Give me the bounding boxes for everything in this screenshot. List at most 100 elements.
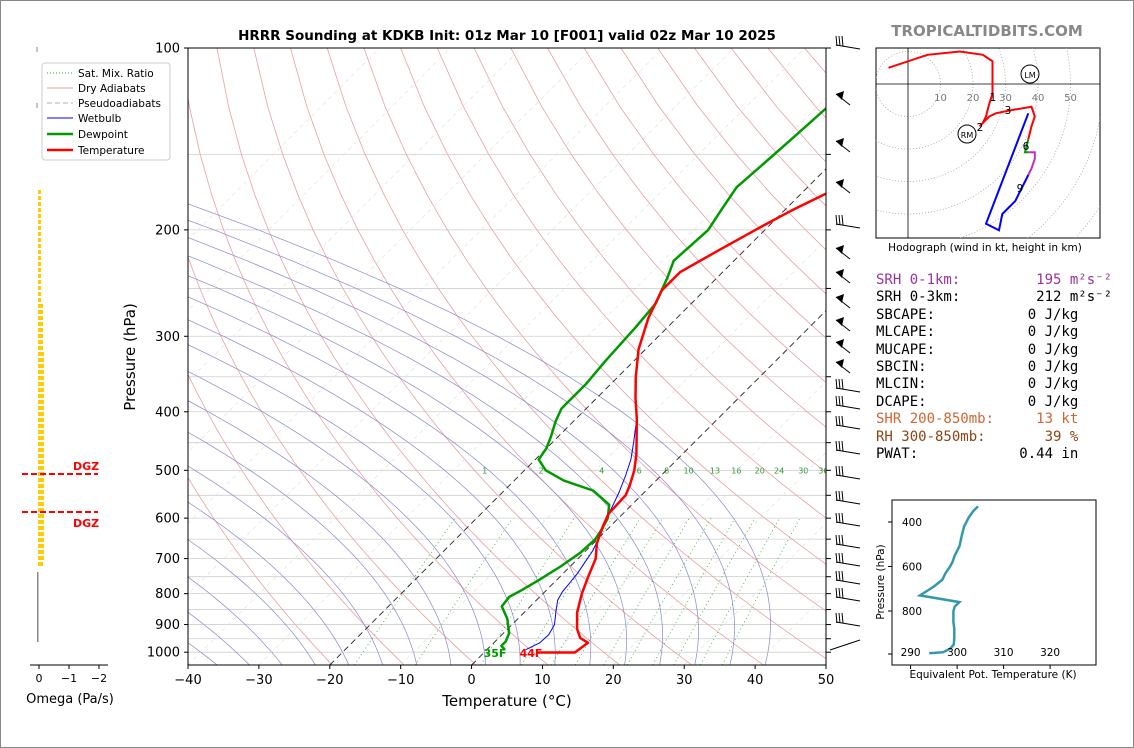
skewt-axes: 35F 44F −40 −30 −20 −10 0 10 20 30 40 50 100 200 300 40… <box>147 42 834 689</box>
moist-adiabat <box>188 465 384 665</box>
isotherm-faint <box>188 48 735 595</box>
moist-adiabat <box>188 501 350 665</box>
mixing-ratio-line <box>521 517 613 665</box>
wind-barb-pennant <box>836 269 844 278</box>
theta-e-xlabel: Equivalent Pot. Temperature (K) <box>909 669 1076 681</box>
wind-barb-flag <box>835 570 838 582</box>
wind-barb-flag <box>841 570 844 582</box>
wind-barb-flag <box>835 552 838 564</box>
omega-bar <box>38 346 43 350</box>
omega-bar <box>38 268 41 272</box>
x-tick-label: 40 <box>747 673 764 688</box>
theta-e-line <box>916 505 979 655</box>
hodograph-height-label: 6 <box>1023 141 1030 153</box>
wind-barb-flag <box>841 378 844 390</box>
wind-barb-flag <box>841 512 844 524</box>
dry-adiabat <box>326 48 826 660</box>
omega-bar <box>38 298 41 302</box>
mixing-ratio-label: 24 <box>774 467 784 476</box>
legend-label-wetbulb: Wetbulb <box>78 113 122 125</box>
wind-barb-flag <box>838 490 841 502</box>
wind-barb-flag <box>835 534 838 546</box>
moist-adiabat <box>188 611 250 665</box>
legend-label-pseudo: Pseudoadiabats <box>78 98 161 110</box>
omega-bar <box>38 238 41 242</box>
wind-barb-flag <box>838 552 841 564</box>
mixing-ratio-label: 10 <box>684 467 694 476</box>
mixing-ratio-label: 36 <box>818 467 828 476</box>
param-value: 0 J/kg <box>1010 306 1079 323</box>
wind-barb-flag <box>841 534 844 546</box>
omega-bar <box>38 190 41 194</box>
hodograph-ring-label: 20 <box>967 93 980 104</box>
theta-e-x-label: 310 <box>994 647 1014 659</box>
param-row: DCAPE: 0 J/kg <box>876 394 1112 411</box>
x-tick-label: 50 <box>818 673 835 688</box>
wind-barb-flag <box>838 35 841 47</box>
y-tick-label: 800 <box>155 587 180 602</box>
theta-e-x-label: 300 <box>947 647 967 659</box>
param-row: RH 300-850mb: 39 % <box>876 429 1112 446</box>
wind-barb-flag <box>838 395 841 407</box>
dry-adiabat <box>473 48 826 473</box>
mixing-ratio-line <box>699 518 780 665</box>
omega-bar <box>38 280 41 284</box>
omega-bar <box>38 358 44 362</box>
temperature-line <box>537 192 826 654</box>
dgz-bottom-label: DGZ <box>73 517 99 530</box>
y-tick-label: 100 <box>155 42 180 57</box>
mixing-ratio-label: 1 <box>482 467 487 476</box>
mixing-ratio-line <box>414 517 513 665</box>
param-label: SRH 0-3km: <box>876 289 1011 306</box>
wind-barb-flag <box>835 395 838 407</box>
omega-bar <box>38 424 44 428</box>
omega-bar <box>38 286 41 290</box>
hodograph-height-label: 3 <box>1005 105 1012 117</box>
omega-bar <box>38 226 41 230</box>
y-tick-label: 1000 <box>147 646 180 661</box>
legend-label-dry: Dry Adiabats <box>78 83 146 95</box>
wind-barbs <box>829 35 861 651</box>
wind-barb-flag <box>835 440 838 452</box>
omega-bar <box>38 220 41 224</box>
omega-tick-label: −1 <box>61 672 77 685</box>
param-row: SBCAPE: 0 J/kg <box>876 307 1112 324</box>
omega-bar <box>38 364 44 368</box>
omega-bar <box>38 442 44 446</box>
mixing-ratio-line <box>721 518 801 665</box>
wind-barb-flag <box>838 612 841 624</box>
mixing-ratio-label: 13 <box>710 467 720 476</box>
omega-bar <box>38 316 43 320</box>
omega-bar <box>38 478 44 482</box>
mixing-ratio-label: 6 <box>637 467 642 476</box>
omega-bar <box>38 310 43 314</box>
moist-adiabat <box>188 219 735 665</box>
skewt-profiles <box>500 106 826 654</box>
omega-tick-label: −2 <box>91 672 107 685</box>
wind-barb-flag <box>838 570 841 582</box>
wind-barb <box>829 639 861 651</box>
isotherm-faint <box>542 381 826 665</box>
x-tick-label: −40 <box>174 673 201 688</box>
mixing-ratio-label: 30 <box>798 467 808 476</box>
hodograph-trace <box>888 50 1013 128</box>
hodograph-content: 10 20 30 40 50 1 2 3 6 9 LM RM <box>876 48 1100 238</box>
theta-e-panel: 400 600 800 290 300 310 320 <box>888 499 1097 669</box>
sounding-parameters: SRH 0-1km: 195 m²s⁻² SRH 0-3km: 212 m²s⁻²… <box>876 272 1112 463</box>
omega-bar-neg <box>37 572 39 642</box>
wind-barb-pennant <box>836 359 844 368</box>
omega-bar <box>38 448 44 452</box>
omega-bar <box>38 538 44 542</box>
mixing-ratio-line <box>353 517 456 665</box>
wind-barb-flag <box>841 440 844 452</box>
dry-adiabat <box>436 48 826 519</box>
omega-panel: DGZ DGZ 0 −1 −2 <box>22 47 108 685</box>
omega-bar <box>38 466 44 470</box>
omega-bar <box>38 484 44 488</box>
hodograph-panel: 10 20 30 40 50 1 2 3 6 9 LM RM <box>875 47 1101 239</box>
param-label: RH 300-850mb: <box>876 428 1011 445</box>
hodograph-trace <box>984 112 1030 232</box>
mixing-ratio-label: 2 <box>539 467 544 476</box>
theta-e-y-label: 600 <box>902 562 922 574</box>
